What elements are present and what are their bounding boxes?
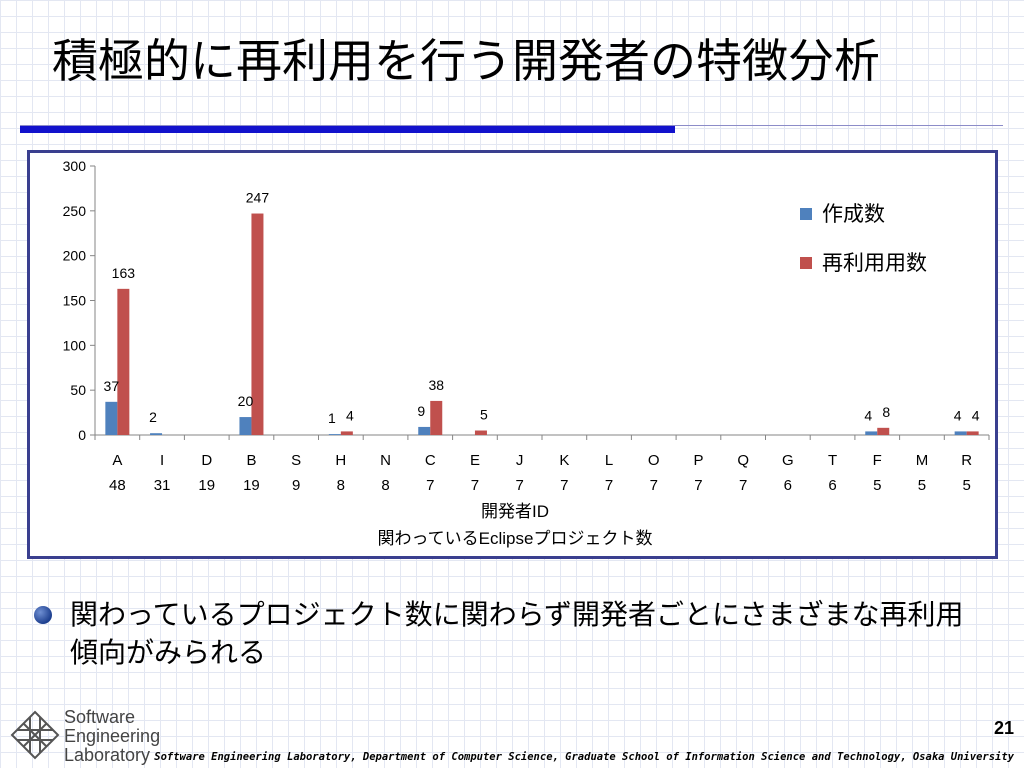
- x-category-sublabel: 7: [560, 477, 568, 494]
- bar-created: [418, 426, 431, 435]
- x-category-sublabel: 48: [109, 477, 126, 494]
- y-tick-label: 0: [78, 427, 86, 443]
- x-category-sublabel: 7: [650, 477, 658, 494]
- legend-label: 再利用用数: [822, 252, 927, 275]
- data-label: 8: [882, 404, 890, 420]
- x-category-label: B: [246, 452, 256, 469]
- bar-reused: [430, 400, 443, 435]
- title-underline-thin: [20, 125, 1003, 126]
- x-category-label: Q: [737, 452, 749, 469]
- bullet-icon: [34, 606, 52, 624]
- data-label: 9: [417, 403, 425, 419]
- x-category-label: G: [782, 452, 794, 469]
- bar-created: [865, 431, 878, 435]
- bar-reused: [340, 431, 353, 435]
- x-category-sublabel: 7: [471, 477, 479, 494]
- bar-created: [105, 401, 118, 435]
- lab-logo-text: Software Engineering Laboratory: [64, 707, 161, 765]
- y-tick-label: 200: [63, 248, 87, 264]
- x-category-sublabel: 6: [784, 477, 792, 494]
- bar-created: [954, 431, 967, 435]
- data-label: 4: [864, 407, 872, 423]
- x-category-label: K: [559, 452, 569, 469]
- y-tick-label: 150: [63, 293, 87, 309]
- x-axis-subtitle: 関わっているEclipseプロジェクト数: [378, 529, 653, 548]
- x-category-sublabel: 19: [198, 477, 215, 494]
- x-category-label: M: [916, 452, 929, 469]
- bar-created: [150, 433, 163, 435]
- bar-reused: [474, 430, 487, 435]
- x-category-sublabel: 6: [828, 477, 836, 494]
- title-underline-bar: [20, 126, 675, 133]
- x-category-label: A: [112, 452, 122, 469]
- x-category-sublabel: 5: [962, 477, 970, 494]
- x-category-label: O: [648, 452, 660, 469]
- x-category-label: C: [425, 452, 436, 469]
- legend-swatch: [800, 257, 812, 269]
- x-category-sublabel: 7: [694, 477, 702, 494]
- y-tick-label: 50: [70, 382, 86, 398]
- x-category-label: F: [873, 452, 882, 469]
- data-label: 1: [328, 410, 336, 426]
- bar-reused: [251, 213, 264, 435]
- x-category-sublabel: 9: [292, 477, 300, 494]
- slide-title: 積極的に再利用を行う開発者の特徴分析: [52, 34, 880, 88]
- data-label: 2: [149, 409, 157, 425]
- x-category-label: H: [335, 452, 346, 469]
- x-category-sublabel: 31: [154, 477, 171, 494]
- x-category-sublabel: 7: [739, 477, 747, 494]
- x-category-label: S: [291, 452, 301, 469]
- x-category-label: J: [516, 452, 524, 469]
- x-category-sublabel: 19: [243, 477, 260, 494]
- x-category-sublabel: 7: [605, 477, 613, 494]
- data-label: 38: [428, 377, 444, 393]
- x-category-label: D: [201, 452, 212, 469]
- y-tick-label: 250: [63, 203, 87, 219]
- footer-text: Software Engineering Laboratory, Departm…: [154, 751, 1014, 763]
- x-category-sublabel: 7: [515, 477, 523, 494]
- data-label: 4: [954, 407, 962, 423]
- x-category-sublabel: 8: [381, 477, 389, 494]
- data-label: 4: [972, 407, 980, 423]
- bar-created: [239, 417, 252, 435]
- x-category-sublabel: 5: [918, 477, 926, 494]
- x-category-sublabel: 7: [426, 477, 434, 494]
- data-label: 163: [112, 265, 136, 281]
- bar-reused: [117, 288, 130, 435]
- data-label: 5: [480, 407, 488, 423]
- x-category-label: R: [961, 452, 972, 469]
- bar-reused: [877, 427, 890, 435]
- bullet-text: 関わっているプロジェクト数に関わらず開発者ごとにさまざまな再利用傾向がみられる: [70, 598, 964, 669]
- x-category-sublabel: 5: [873, 477, 881, 494]
- lab-logo-icon: [10, 710, 60, 760]
- x-category-label: I: [160, 452, 164, 469]
- y-tick-label: 100: [63, 337, 87, 353]
- x-axis-title: 開発者ID: [481, 502, 549, 521]
- page-number: 21: [993, 718, 1014, 738]
- x-category-label: P: [693, 452, 703, 469]
- legend-label: 作成数: [822, 203, 885, 226]
- x-category-label: N: [380, 452, 391, 469]
- chart-frame: 0 50 100 150 200 250 300 37 2 20 1 9 4 4 163 247 4 38 5 8 4 A…: [27, 150, 998, 559]
- bar-created: [328, 434, 341, 435]
- bar-reused: [966, 431, 979, 435]
- lab-logo: Software Engineering Laboratory: [10, 708, 180, 766]
- x-category-label: T: [828, 452, 837, 469]
- legend-swatch: [800, 208, 812, 220]
- data-label: 247: [246, 190, 270, 206]
- x-category-label: L: [605, 452, 613, 469]
- data-label: 4: [346, 407, 354, 423]
- x-category-label: E: [470, 452, 480, 469]
- x-category-sublabel: 8: [337, 477, 345, 494]
- data-label: 37: [104, 378, 120, 394]
- y-tick-label: 300: [63, 158, 87, 174]
- data-label: 20: [238, 393, 254, 409]
